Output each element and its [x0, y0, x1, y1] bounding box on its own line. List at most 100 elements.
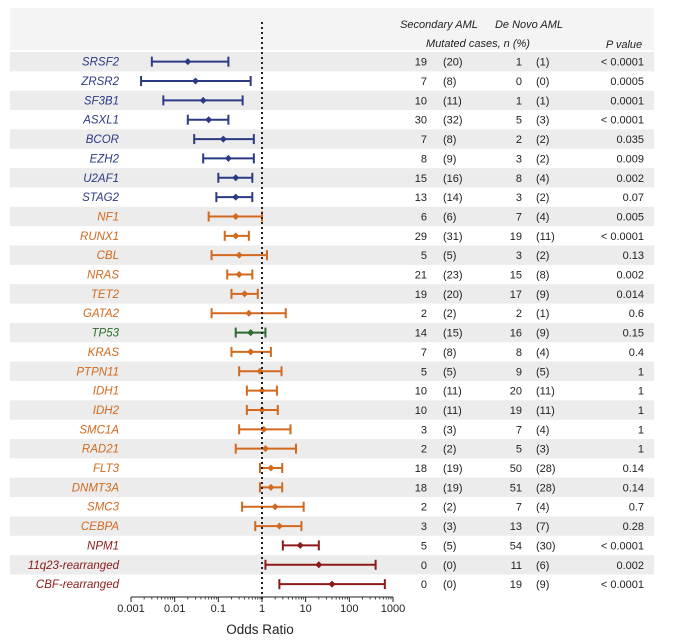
denovo-aml-header: De Novo AML — [495, 19, 563, 31]
denovo-count: 50 — [510, 463, 522, 475]
denovo-count: 19 — [510, 405, 522, 417]
p-value: 0.7 — [629, 502, 644, 514]
forest-row: SMC1A 3 (3) 7 (4) 1 — [79, 424, 644, 436]
secondary-count: 15 — [415, 173, 427, 185]
p-value: 0.0005 — [610, 76, 644, 88]
secondary-count: 5 — [421, 540, 427, 552]
forest-row: CBL 5 (5) 3 (2) 0.13 — [97, 250, 644, 262]
odds-ratio-point — [205, 116, 213, 124]
odds-ratio-point — [235, 271, 243, 279]
denovo-count: 2 — [516, 308, 522, 320]
gene-label: STAG2 — [82, 192, 119, 204]
odds-ratio-point — [235, 251, 243, 259]
denovo-percent: (28) — [536, 482, 556, 494]
gene-label: ASXL1 — [82, 115, 119, 127]
denovo-percent: (28) — [536, 463, 556, 475]
odds-ratio-point — [241, 290, 249, 298]
p-value: < 0.0001 — [601, 231, 644, 243]
p-value: < 0.0001 — [601, 115, 644, 127]
secondary-percent: (2) — [443, 502, 456, 514]
forest-row: STAG2 13 (14) 3 (2) 0.07 — [82, 192, 644, 204]
secondary-percent: (19) — [443, 482, 463, 494]
forest-row: GATA2 2 (2) 2 (1) 0.6 — [83, 308, 644, 320]
denovo-percent: (8) — [536, 270, 549, 282]
denovo-count: 3 — [516, 250, 522, 262]
gene-label: TET2 — [91, 289, 120, 301]
forest-row: 11q23-rearranged 0 (0) 11 (6) 0.002 — [28, 559, 644, 572]
row-band — [10, 322, 654, 343]
pvalue-header: P value — [606, 39, 642, 51]
secondary-percent: (0) — [443, 560, 456, 572]
denovo-count: 5 — [516, 444, 522, 456]
secondary-percent: (0) — [443, 579, 456, 591]
secondary-count: 7 — [421, 134, 427, 146]
denovo-percent: (7) — [536, 521, 549, 533]
odds-ratio-point — [224, 154, 232, 162]
gene-label: IDH1 — [93, 386, 119, 398]
row-band — [10, 477, 654, 498]
x-tick-label: 0.001 — [117, 603, 145, 615]
odds-ratio-point — [275, 522, 283, 530]
gene-label: DNMT3A — [72, 482, 120, 494]
p-value: < 0.0001 — [601, 57, 644, 69]
secondary-count: 10 — [415, 386, 427, 398]
p-value: < 0.0001 — [601, 540, 644, 552]
odds-ratio-point — [271, 503, 279, 511]
denovo-percent: (2) — [536, 250, 549, 262]
secondary-count: 2 — [421, 444, 427, 456]
secondary-percent: (15) — [443, 328, 463, 340]
odds-ratio-point — [261, 445, 269, 453]
p-value: 0.014 — [616, 289, 644, 301]
forest-row: RUNX1 29 (31) 19 (11) < 0.0001 — [80, 230, 644, 243]
odds-ratio-point — [328, 580, 336, 588]
row-band — [10, 90, 654, 111]
x-axis: 0.001 0.01 0.1 1 10 100 1000 — [117, 596, 405, 615]
secondary-percent: (5) — [443, 250, 456, 262]
denovo-count: 15 — [510, 270, 522, 282]
p-value: 0.6 — [629, 308, 644, 320]
forest-row: NF1 6 (6) 7 (4) 0.005 — [97, 211, 644, 223]
p-value: < 0.0001 — [601, 579, 644, 591]
gene-label: CBL — [97, 250, 119, 262]
row-band — [10, 206, 654, 227]
forest-row: SF3B1 10 (11) 1 (1) 0.0001 — [84, 95, 644, 107]
secondary-count: 2 — [421, 502, 427, 514]
denovo-percent: (2) — [536, 153, 549, 165]
denovo-percent: (4) — [536, 173, 549, 185]
denovo-count: 7 — [516, 211, 522, 223]
row-band — [10, 52, 654, 72]
forest-row: TET2 19 (20) 17 (9) 0.014 — [91, 288, 644, 301]
row-band — [10, 361, 654, 381]
secondary-count: 0 — [421, 579, 427, 591]
secondary-count: 0 — [421, 560, 427, 572]
denovo-percent: (9) — [536, 579, 549, 591]
forest-row: IDH2 10 (11) 19 (11) 1 — [93, 404, 644, 417]
denovo-percent: (5) — [536, 366, 549, 378]
denovo-percent: (2) — [536, 134, 549, 146]
secondary-count: 14 — [415, 328, 427, 340]
odds-ratio-point — [232, 212, 240, 220]
secondary-count: 18 — [415, 482, 427, 494]
p-value: 1 — [638, 424, 644, 436]
forest-row: PTPN11 5 (5) 9 (5) 1 — [76, 366, 644, 378]
gene-label: RAD21 — [82, 444, 119, 456]
x-tick-label: 0.1 — [211, 603, 226, 615]
gene-label: 11q23-rearranged — [28, 560, 120, 572]
secondary-percent: (8) — [443, 134, 456, 146]
denovo-percent: (6) — [536, 560, 549, 572]
gene-label: SMC1A — [79, 424, 119, 436]
p-value: 1 — [638, 386, 644, 398]
denovo-percent: (30) — [536, 540, 556, 552]
gene-label: U2AF1 — [83, 173, 119, 185]
forest-row: U2AF1 15 (16) 8 (4) 0.002 — [83, 172, 644, 185]
p-value: 0.28 — [623, 521, 644, 533]
p-value: 0.005 — [616, 211, 644, 223]
secondary-count: 29 — [415, 231, 427, 243]
gene-label: NPM1 — [87, 540, 119, 552]
forest-row: CBF-rearranged 0 (0) 19 (9) < 0.0001 — [36, 579, 644, 591]
forest-row: RAD21 2 (2) 5 (3) 1 — [82, 443, 644, 456]
gene-label: GATA2 — [83, 308, 120, 320]
p-value: 0.009 — [616, 153, 644, 165]
secondary-percent: (5) — [443, 540, 456, 552]
forest-row: EZH2 8 (9) 3 (2) 0.009 — [90, 153, 644, 165]
